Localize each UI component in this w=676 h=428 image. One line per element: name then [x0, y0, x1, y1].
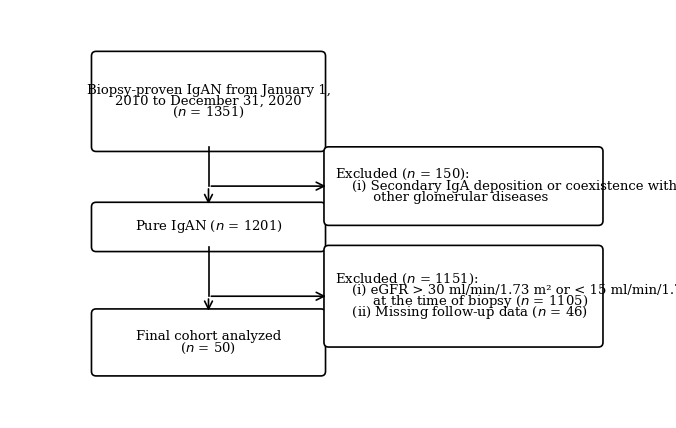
FancyBboxPatch shape [324, 147, 603, 226]
Text: at the time of biopsy ($n$ = 1105): at the time of biopsy ($n$ = 1105) [335, 293, 588, 310]
Text: 2010 to December 31, 2020: 2010 to December 31, 2020 [115, 95, 301, 108]
Text: Final cohort analyzed: Final cohort analyzed [136, 330, 281, 343]
Text: Excluded ($n$ = 1151):: Excluded ($n$ = 1151): [335, 272, 479, 287]
Text: Pure IgAN ($n$ = 1201): Pure IgAN ($n$ = 1201) [135, 218, 283, 235]
Text: (i) Secondary IgA deposition or coexistence with: (i) Secondary IgA deposition or coexiste… [335, 180, 676, 193]
FancyBboxPatch shape [91, 51, 326, 152]
Text: (ii) Missing follow-up data ($n$ = 46): (ii) Missing follow-up data ($n$ = 46) [335, 304, 588, 321]
FancyBboxPatch shape [91, 309, 326, 376]
Text: ($n$ = 1351): ($n$ = 1351) [172, 105, 245, 120]
Text: ($n$ = 50): ($n$ = 50) [180, 340, 237, 356]
Text: (i) eGFR > 30 ml/min/1.73 m² or < 15 ml/min/1.73 m²: (i) eGFR > 30 ml/min/1.73 m² or < 15 ml/… [335, 284, 676, 297]
Text: other glomerular diseases: other glomerular diseases [335, 191, 548, 204]
FancyBboxPatch shape [91, 202, 326, 252]
FancyBboxPatch shape [324, 245, 603, 347]
Text: Excluded ($n$ = 150):: Excluded ($n$ = 150): [335, 167, 470, 182]
Text: Biopsy-proven IgAN from January 1,: Biopsy-proven IgAN from January 1, [87, 84, 331, 97]
